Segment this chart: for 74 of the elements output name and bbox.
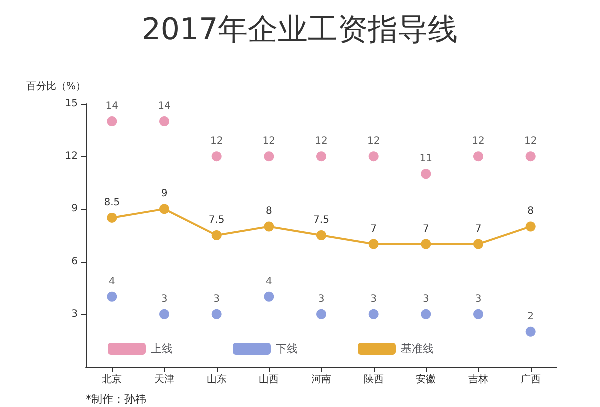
y-tick-label: 12 [65,151,78,162]
point [160,309,170,320]
x-tick-label: 广西 [520,374,541,386]
point [212,309,222,320]
y-tick-label: 15 [65,98,78,110]
point [107,292,118,302]
point [264,222,274,232]
text: *制作：孙祎 [86,393,146,406]
data-label: 12 [524,136,538,148]
data-label: 7 [422,224,430,235]
data-label: 12 [367,136,380,148]
x-tick-label: 山西 [259,374,280,386]
data-label: 12 [315,136,328,148]
point [368,239,379,250]
legend-label: 上线 [151,342,173,356]
data-label: 7 [475,224,482,235]
y-tick-label: 6 [72,256,78,268]
point [316,152,326,162]
data-label: 12 [210,136,224,148]
data-label: 4 [266,276,272,288]
data-label: 12 [472,136,485,148]
point [264,292,274,302]
y-tick-label: 3 [72,308,78,320]
point [264,152,274,162]
point [368,309,379,320]
x-tick-label: 陕西 [364,374,384,386]
point [212,152,222,162]
data-label: 8 [266,206,272,218]
data-label: 3 [318,294,325,305]
point [212,230,222,240]
data-label: 9 [161,188,168,200]
data-label: 14 [158,101,171,112]
point [107,116,118,127]
point [526,326,536,337]
x-tick-label: 河南 [312,374,332,386]
legend-label: 下线 [276,342,298,356]
point [526,222,536,232]
y-tick-label: 9 [72,204,78,215]
point [526,152,536,162]
point [107,212,118,223]
point [421,239,432,250]
legend-label: 基准线 [401,342,434,356]
point [474,239,484,250]
data-label: 3 [214,294,220,305]
data-label: 8.5 [104,197,120,208]
data-label: 8 [528,206,534,218]
data-label: 4 [108,276,116,288]
data-label: 3 [161,294,168,305]
point [316,309,326,320]
y-axis-title: 百分比（%） [26,80,86,92]
point [160,204,170,214]
data-label: 12 [262,136,276,148]
data-label: 3 [475,294,482,305]
point [160,116,170,127]
data-label: 14 [106,101,119,112]
data-label: 3 [370,294,378,305]
data-label: 3 [422,294,430,305]
data-label: 11 [420,154,433,165]
point [474,152,484,162]
x-tick-label: 山东 [206,374,227,386]
point [421,169,432,180]
point [368,152,379,162]
point [421,309,432,320]
point [316,230,326,240]
x-tick-label: 天津 [154,374,174,386]
data-label: 7.5 [208,215,225,226]
data-label: 2 [528,311,534,322]
x-tick-label: 吉林 [468,374,488,386]
data-label: 7.5 [314,215,330,226]
point [474,309,484,320]
data-label: 7 [370,224,378,235]
chart-title: 2017年企业工资指导线 [142,12,458,48]
x-tick-label: 安徽 [416,374,436,386]
x-tick-label: 北京 [102,374,122,386]
